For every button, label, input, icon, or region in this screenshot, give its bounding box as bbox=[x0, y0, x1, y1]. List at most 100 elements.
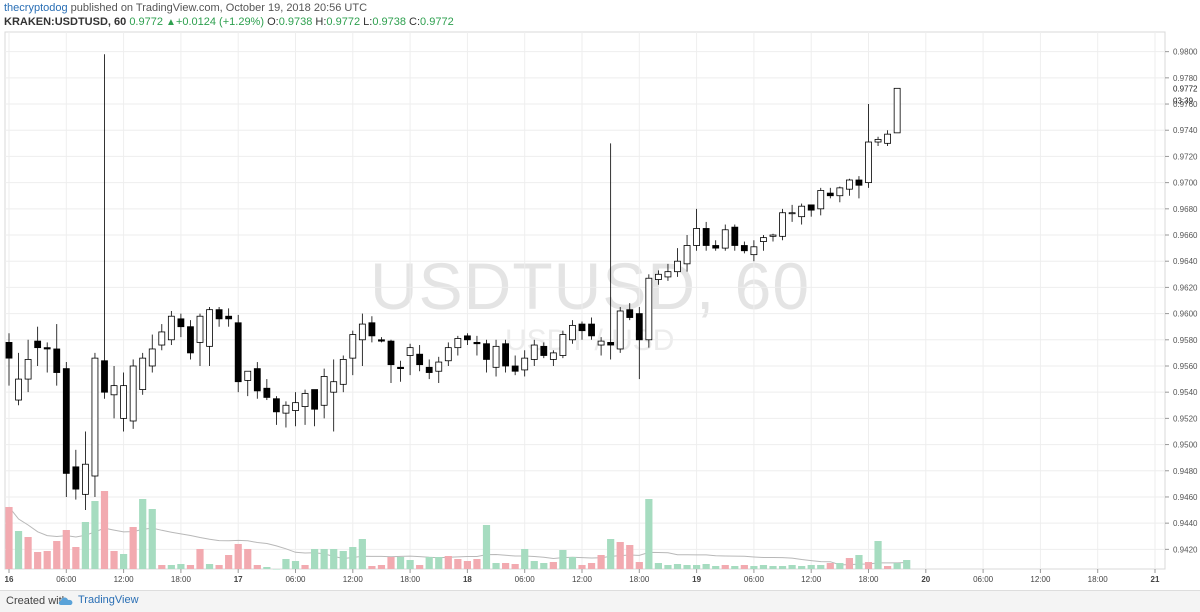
candle-body-up bbox=[597, 340, 605, 346]
x-tick-label: 18:00 bbox=[858, 575, 879, 584]
price-chart[interactable]: 0.9420 0.9440 0.9460 0.9480 0.9500 0.9520 0.95… bbox=[0, 0, 1200, 590]
candle-body-up bbox=[788, 212, 796, 215]
volume-bar bbox=[62, 530, 70, 569]
candle-body-up bbox=[148, 348, 156, 367]
published-text: published on TradingView.com, October 19… bbox=[67, 2, 368, 14]
volume-bar bbox=[444, 556, 452, 569]
volume-bar bbox=[435, 557, 443, 569]
volume-bar bbox=[664, 565, 672, 569]
last-price: 0.9772 bbox=[129, 16, 163, 28]
volume-bar bbox=[24, 537, 32, 569]
author-link[interactable]: thecryptodog bbox=[4, 2, 68, 14]
candle-body-down bbox=[387, 340, 395, 366]
volume-bar bbox=[482, 525, 491, 569]
volume-bar bbox=[578, 565, 586, 569]
volume-bar bbox=[559, 550, 567, 569]
candle-body-down bbox=[807, 204, 815, 211]
symbol-name[interactable]: KRAKEN:USDTUSD, 60 bbox=[4, 16, 127, 28]
candle-body-up bbox=[349, 334, 357, 359]
candle-body-up bbox=[91, 357, 99, 477]
candle-body-down bbox=[626, 309, 634, 318]
candle-body-down bbox=[187, 326, 194, 354]
x-tick-label: 06:00 bbox=[285, 575, 306, 584]
volume-bar bbox=[205, 564, 214, 569]
candle-body-up bbox=[674, 260, 681, 273]
plot-border bbox=[4, 31, 1166, 570]
open-value: 0.9738 bbox=[278, 16, 313, 28]
candle-body-down bbox=[855, 179, 863, 186]
x-tick-label: 06:00 bbox=[56, 575, 77, 584]
tradingview-cloud-icon bbox=[58, 596, 73, 605]
close-label: C: bbox=[409, 16, 421, 28]
y-tick-label: 0.9640 bbox=[1173, 257, 1198, 266]
volume-bar bbox=[530, 561, 538, 569]
volume-bar bbox=[454, 559, 462, 569]
candle-body-up bbox=[865, 141, 872, 184]
y-tick-label: 0.9560 bbox=[1173, 362, 1198, 371]
volume-bar bbox=[702, 564, 710, 569]
candle-body-down bbox=[72, 466, 80, 490]
candle-body-down bbox=[731, 226, 739, 246]
candle-body-up bbox=[836, 187, 844, 197]
volume-bar bbox=[549, 562, 557, 569]
candle-body-up bbox=[358, 323, 366, 341]
volume-bar bbox=[864, 562, 873, 569]
candle-body-down bbox=[425, 366, 433, 373]
volume-bar bbox=[693, 565, 701, 569]
candle-body-up bbox=[406, 347, 414, 356]
candle-body-up bbox=[549, 352, 557, 360]
candle-body-up bbox=[339, 359, 347, 385]
candle-body-up bbox=[893, 87, 901, 134]
x-tick-label: 17 bbox=[234, 575, 243, 584]
candle-body-up bbox=[559, 334, 567, 356]
candle-body-up bbox=[721, 229, 729, 249]
footer-bar: Created with TradingView bbox=[0, 590, 1200, 612]
candle-body-up bbox=[82, 463, 89, 495]
volume-bar bbox=[177, 564, 185, 569]
volume-bar bbox=[81, 522, 89, 569]
candle-body-down bbox=[502, 343, 510, 367]
volume-bar bbox=[712, 566, 720, 569]
volume-bar bbox=[540, 563, 548, 569]
volume-bar bbox=[311, 549, 319, 569]
volume-bar bbox=[845, 558, 853, 569]
y-tick-label: 0.9520 bbox=[1173, 414, 1198, 423]
high-label: H: bbox=[315, 16, 327, 28]
tradingview-brand: TradingView bbox=[78, 594, 139, 606]
x-tick-label: 12:00 bbox=[801, 575, 822, 584]
volume-bar bbox=[607, 539, 615, 569]
price-change: +0.0124 (+1.29%) bbox=[175, 16, 265, 28]
high-value: 0.9772 bbox=[326, 16, 361, 28]
tradingview-logo[interactable]: TradingView bbox=[58, 594, 139, 606]
candle-body-up bbox=[492, 345, 500, 368]
volume-bar bbox=[836, 563, 844, 569]
volume-bar bbox=[358, 539, 366, 569]
volume-bar bbox=[339, 551, 347, 569]
candle-body-down bbox=[43, 347, 51, 350]
created-with-text: Created with bbox=[6, 595, 68, 607]
x-tick-label: 18 bbox=[463, 575, 472, 584]
volume-bar bbox=[320, 549, 328, 569]
x-tick-label: 16 bbox=[5, 575, 14, 584]
candle-body-up bbox=[292, 402, 299, 411]
candle-body-up bbox=[569, 324, 576, 341]
up-triangle-icon: ▲ bbox=[166, 17, 176, 28]
x-tick-label: 12:00 bbox=[572, 575, 593, 584]
candle-body-down bbox=[740, 245, 748, 252]
candle-body-down bbox=[826, 192, 834, 197]
y-tick-label: 0.9740 bbox=[1173, 126, 1198, 135]
volume-bar bbox=[301, 565, 309, 569]
candle-body-up bbox=[454, 338, 462, 349]
volume-bar bbox=[5, 507, 13, 569]
y-tick-label: 0.9480 bbox=[1173, 467, 1198, 476]
chart-header: thecryptodog published on TradingView.co… bbox=[0, 0, 1200, 30]
volume-bar bbox=[330, 549, 338, 569]
volume-bar bbox=[855, 555, 863, 569]
x-tick-label: 18:00 bbox=[171, 575, 192, 584]
candle-body-up bbox=[244, 370, 252, 381]
volume-bar bbox=[597, 555, 605, 569]
candle-body-down bbox=[483, 343, 490, 360]
candle-body-up bbox=[330, 381, 338, 393]
volume-bar bbox=[110, 551, 118, 569]
volume-bar bbox=[473, 559, 481, 569]
